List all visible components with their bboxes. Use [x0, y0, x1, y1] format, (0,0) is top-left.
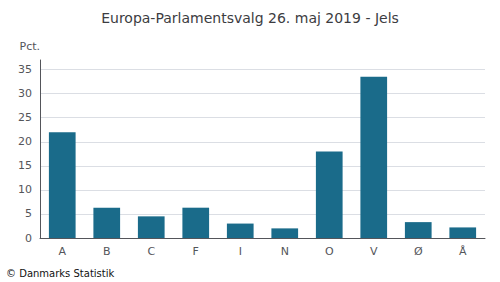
svg-text:B: B: [103, 245, 111, 258]
svg-text:Ø: Ø: [414, 245, 423, 258]
svg-text:15: 15: [18, 159, 32, 172]
svg-text:C: C: [147, 245, 155, 258]
svg-text:10: 10: [18, 183, 32, 196]
svg-text:© Danmarks Statistik: © Danmarks Statistik: [6, 268, 115, 279]
svg-text:I: I: [239, 245, 242, 258]
svg-text:O: O: [325, 245, 334, 258]
svg-text:Europa-Parlamentsvalg 26. maj: Europa-Parlamentsvalg 26. maj 2019 - Jel…: [101, 10, 399, 26]
svg-text:20: 20: [18, 135, 32, 148]
svg-text:35: 35: [18, 63, 32, 76]
svg-text:30: 30: [18, 87, 32, 100]
svg-text:5: 5: [25, 207, 32, 220]
svg-text:0: 0: [25, 232, 32, 245]
svg-text:Pct.: Pct.: [20, 40, 41, 53]
svg-text:N: N: [281, 245, 289, 258]
svg-text:25: 25: [18, 111, 32, 124]
svg-text:Å: Å: [459, 245, 467, 258]
svg-text:A: A: [58, 245, 66, 258]
svg-text:F: F: [193, 245, 199, 258]
svg-text:V: V: [370, 245, 378, 258]
